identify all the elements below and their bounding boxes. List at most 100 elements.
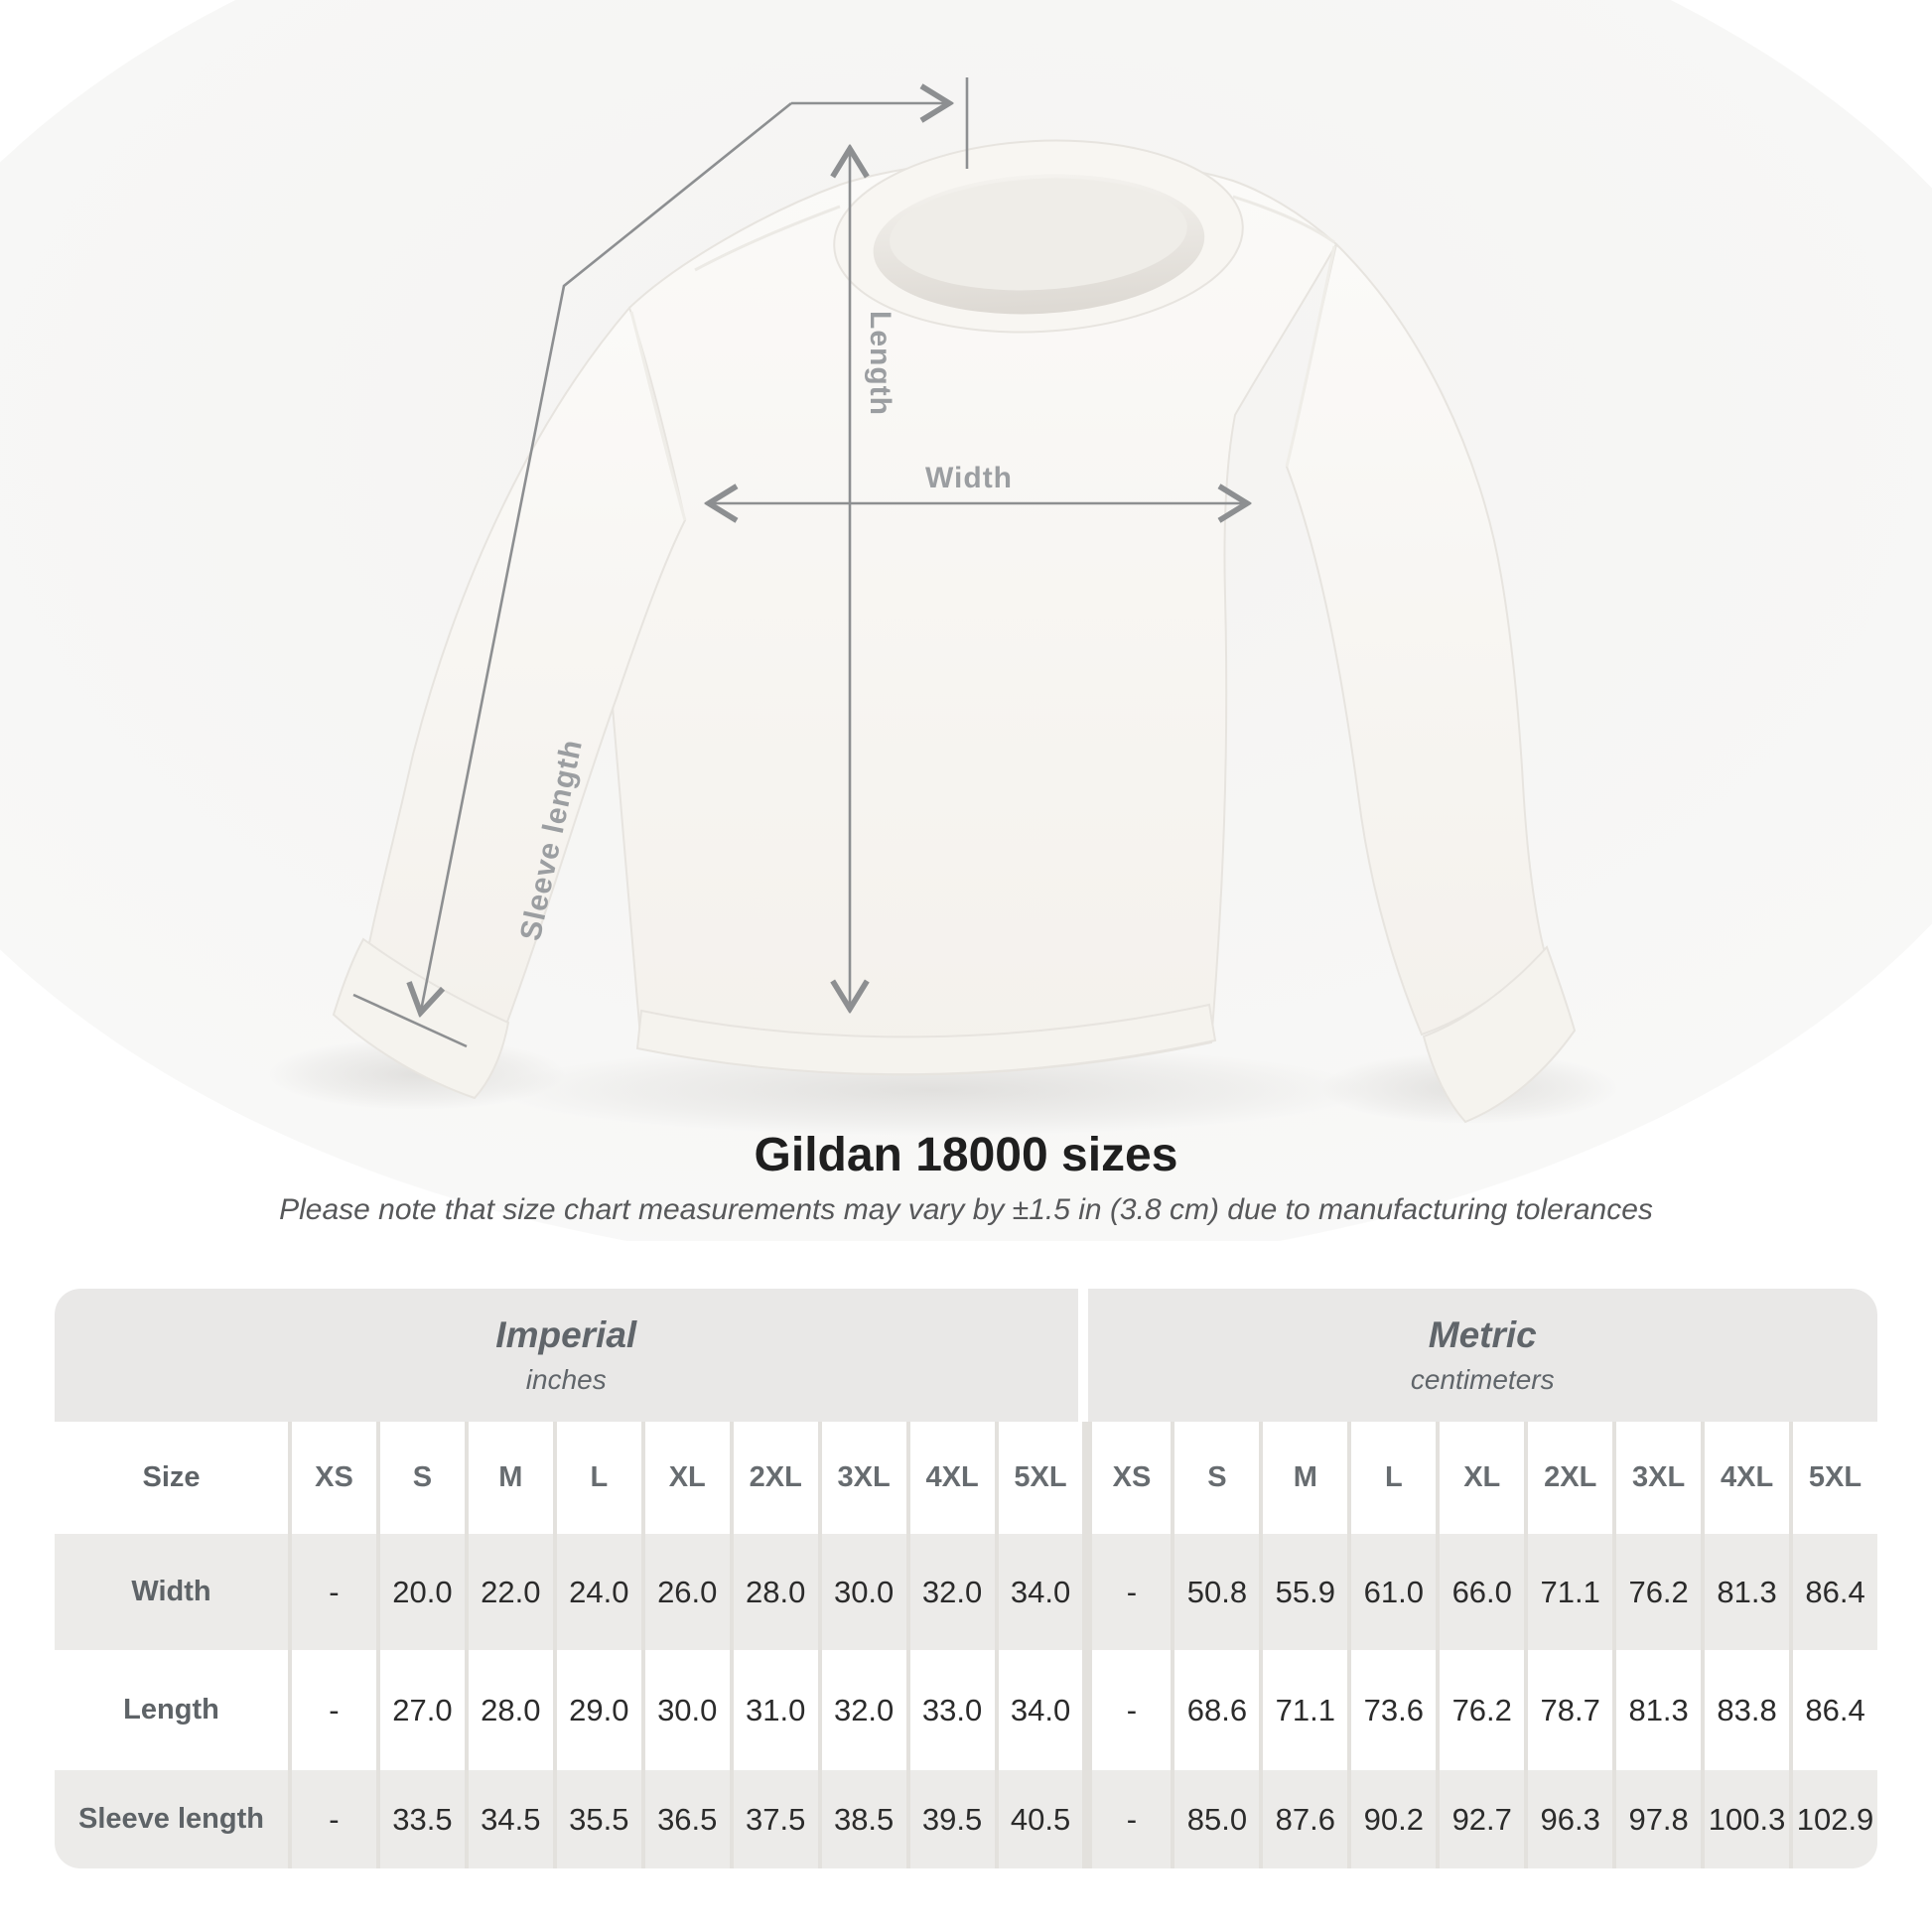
table-value: 81.3	[1701, 1534, 1790, 1650]
table-value: 81.3	[1612, 1650, 1702, 1770]
size-header: 2XL	[1524, 1422, 1613, 1534]
width-measure-label: Width	[924, 462, 1014, 494]
size-header: S	[1171, 1422, 1260, 1534]
size-header: 3XL	[1612, 1422, 1702, 1534]
tolerance-note: Please note that size chart measurements…	[279, 1193, 1653, 1226]
table-value: -	[288, 1534, 376, 1650]
metric-header: Metric centimeters	[1087, 1289, 1877, 1422]
size-header: 5XL	[1789, 1422, 1877, 1534]
waistband	[635, 1003, 1217, 1076]
table-value: 30.0	[817, 1534, 906, 1650]
right-shoulder-seam	[1232, 195, 1335, 244]
table-value: 83.8	[1701, 1650, 1790, 1770]
sweatshirt-illustration	[0, 0, 1932, 1271]
page-title: Gildan 18000 sizes	[754, 1129, 1178, 1181]
size-header: XS	[1082, 1422, 1172, 1534]
size-header: XS	[288, 1422, 376, 1534]
table-value: 87.6	[1259, 1770, 1348, 1868]
row-label: Sleeve length	[55, 1770, 288, 1868]
size-header: 4XL	[905, 1422, 995, 1534]
table-value: 27.0	[375, 1650, 465, 1770]
size-header: M	[1259, 1422, 1348, 1534]
table-value: 78.7	[1524, 1650, 1613, 1770]
left-armhole-seam	[629, 311, 687, 521]
sweatshirt-photo-area: Length Width Sleeve length	[0, 0, 1932, 1271]
metric-unit-label: centimeters	[1410, 1364, 1555, 1395]
table-value: 38.5	[817, 1770, 906, 1868]
table-value: 34.5	[464, 1770, 553, 1868]
table-value: 55.9	[1259, 1534, 1348, 1650]
table-value: 76.2	[1436, 1650, 1525, 1770]
imperial-unit-label: inches	[525, 1364, 607, 1395]
size-column-label: Size	[55, 1422, 288, 1534]
row-label: Length	[55, 1650, 288, 1770]
table-value: 32.0	[817, 1650, 906, 1770]
table-value: 73.6	[1347, 1650, 1437, 1770]
table-value: 86.4	[1789, 1534, 1877, 1650]
table-value: 34.0	[994, 1650, 1083, 1770]
size-header: L	[1347, 1422, 1437, 1534]
table-value: 24.0	[552, 1534, 641, 1650]
size-header: XL	[1436, 1422, 1525, 1534]
garment-shadow	[496, 1044, 1370, 1136]
table-value: 22.0	[464, 1534, 553, 1650]
table-value: 92.7	[1436, 1770, 1525, 1868]
table-value: 33.5	[375, 1770, 465, 1868]
table-value: 28.0	[464, 1650, 553, 1770]
imperial-header: Imperial inches	[55, 1289, 1078, 1422]
table-row-width: Width - 20.0 22.0 24.0 26.0 28.0 30.0 32…	[55, 1534, 1877, 1650]
size-header: S	[375, 1422, 465, 1534]
table-value: -	[288, 1770, 376, 1868]
size-header: 5XL	[994, 1422, 1083, 1534]
sleeve-length-line	[421, 101, 792, 1011]
table-value: 20.0	[375, 1534, 465, 1650]
length-measure-label: Length	[864, 311, 897, 416]
size-header: M	[464, 1422, 553, 1534]
right-armhole-seam	[1285, 245, 1336, 468]
table-row-length: Length - 27.0 28.0 29.0 30.0 31.0 32.0 3…	[55, 1650, 1877, 1770]
table-value: 40.5	[994, 1770, 1083, 1868]
table-value: 71.1	[1524, 1534, 1613, 1650]
table-value: 37.5	[729, 1770, 818, 1868]
size-header: L	[552, 1422, 641, 1534]
table-value: 50.8	[1171, 1534, 1260, 1650]
table-value: 68.6	[1171, 1650, 1260, 1770]
table-value: -	[1082, 1770, 1172, 1868]
table-value: 100.3	[1701, 1770, 1790, 1868]
table-value: 86.4	[1789, 1650, 1877, 1770]
left-shoulder-seam	[694, 205, 841, 272]
table-value: 35.5	[552, 1770, 641, 1868]
table-value: 28.0	[729, 1534, 818, 1650]
sleeve-end-tick	[352, 993, 468, 1048]
table-value: 61.0	[1347, 1534, 1437, 1650]
table-value: -	[1082, 1534, 1172, 1650]
metric-label: Metric	[1428, 1314, 1537, 1355]
table-value: 97.8	[1612, 1770, 1702, 1868]
size-header: XL	[640, 1422, 730, 1534]
table-value: 96.3	[1524, 1770, 1613, 1868]
unit-header-row: Imperial inches Metric centimeters	[55, 1289, 1877, 1422]
imperial-label: Imperial	[495, 1314, 637, 1355]
table-value: 33.0	[905, 1650, 995, 1770]
table-value: 102.9	[1789, 1770, 1877, 1868]
table-value: 85.0	[1171, 1770, 1260, 1868]
row-label: Width	[55, 1534, 288, 1650]
size-header: 3XL	[817, 1422, 906, 1534]
table-row-sleeve-length: Sleeve length - 33.5 34.5 35.5 36.5 37.5…	[55, 1770, 1877, 1868]
table-value: 90.2	[1347, 1770, 1437, 1868]
size-chart-table: Imperial inches Metric centimeters Size …	[55, 1289, 1877, 1868]
size-header: 2XL	[729, 1422, 818, 1534]
table-value: -	[1082, 1650, 1172, 1770]
collar	[833, 139, 1244, 334]
size-header: 4XL	[1701, 1422, 1790, 1534]
table-value: 66.0	[1436, 1534, 1525, 1650]
table-value: 30.0	[640, 1650, 730, 1770]
table-value: 71.1	[1259, 1650, 1348, 1770]
right-cuff	[1422, 945, 1577, 1124]
table-value: 31.0	[729, 1650, 818, 1770]
left-cuff	[332, 937, 510, 1100]
table-value: 26.0	[640, 1534, 730, 1650]
measurement-lines	[352, 77, 1245, 1048]
table-value: 76.2	[1612, 1534, 1702, 1650]
